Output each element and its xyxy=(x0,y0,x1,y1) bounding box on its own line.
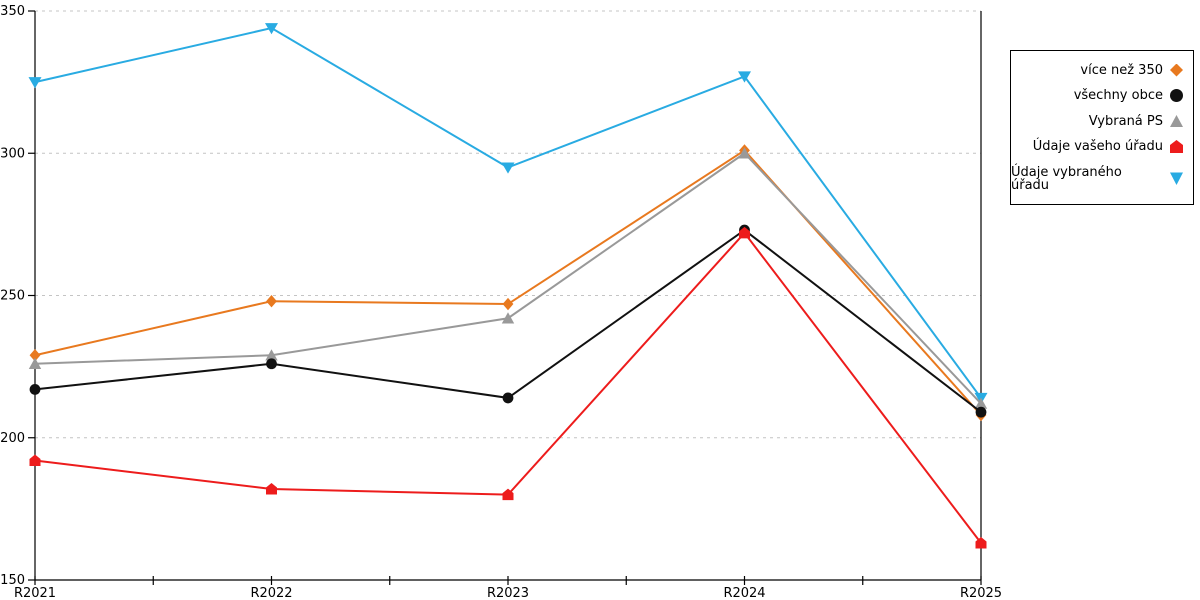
legend-circle-icon xyxy=(1170,89,1183,102)
x-axis-tick-label: R2025 xyxy=(960,586,1002,600)
x-axis-tick-label: R2024 xyxy=(723,586,765,600)
x-axis-tick-label: R2021 xyxy=(14,586,56,600)
data-point-diamond-icon xyxy=(502,297,514,311)
data-point-house-icon xyxy=(739,226,750,239)
data-point-triangle-down-icon xyxy=(28,77,42,89)
data-point-triangle-up-icon xyxy=(501,312,515,324)
legend-item-label: Vybraná PS xyxy=(1088,113,1163,129)
data-point-house-icon xyxy=(502,488,514,501)
y-axis-tick-label: 350 xyxy=(0,4,25,19)
legend-triangle-up-icon xyxy=(1170,115,1183,127)
y-axis-tick-label: 300 xyxy=(0,146,25,161)
chart-legend: více než 350 všechny obce Vybraná PS Údaje … xyxy=(1010,50,1194,205)
legend-item-label: Údaje vybraného úřadu xyxy=(1011,164,1122,193)
legend-item-label: více než 350 xyxy=(1080,62,1163,78)
data-point-triangle-down-icon xyxy=(738,71,751,83)
legend-item: Údaje vašeho úřadu xyxy=(1011,140,1193,153)
legend-item: více než 350 xyxy=(1011,62,1193,78)
series-line-triangle-down xyxy=(34,27,982,399)
data-point-triangle-up-icon xyxy=(265,349,278,361)
y-axis-tick-label: 200 xyxy=(0,431,25,446)
legend-triangle-down-icon xyxy=(1170,172,1183,185)
y-axis-tick-label: 150 xyxy=(0,573,25,588)
legend-item: všechny obce xyxy=(1011,89,1193,102)
data-point-triangle-down-icon xyxy=(501,162,515,174)
series-line-triangle-up xyxy=(34,151,982,405)
data-point-circle-icon xyxy=(29,383,41,395)
legend-item: Vybraná PS xyxy=(1011,115,1193,128)
legend-item: Údaje vybraného úřadu xyxy=(1011,166,1193,192)
legend-item-label: všechny obce xyxy=(1073,88,1163,103)
legend-diamond-icon xyxy=(1170,63,1183,77)
data-point-house-icon xyxy=(975,537,987,549)
data-point-triangle-up-icon xyxy=(28,357,42,369)
data-point-triangle-up-icon xyxy=(738,147,751,159)
data-point-house-icon xyxy=(29,454,41,467)
data-point-triangle-down-icon xyxy=(265,23,278,35)
data-point-triangle-up-icon xyxy=(974,397,988,409)
legend-house-icon xyxy=(1170,140,1183,153)
data-point-diamond-icon xyxy=(266,294,277,308)
legend-item-label: Údaje vašeho úřadu xyxy=(1032,139,1163,154)
series-line-diamond xyxy=(34,149,982,416)
y-axis-tick-label: 250 xyxy=(0,289,25,304)
data-point-house-icon xyxy=(266,482,277,495)
data-point-circle-icon xyxy=(266,358,277,370)
x-axis-tick-label: R2022 xyxy=(250,586,292,600)
data-point-diamond-icon xyxy=(29,349,41,362)
data-point-circle-icon xyxy=(975,406,987,418)
x-axis-tick-label: R2023 xyxy=(487,586,529,600)
data-point-circle-icon xyxy=(502,392,514,404)
